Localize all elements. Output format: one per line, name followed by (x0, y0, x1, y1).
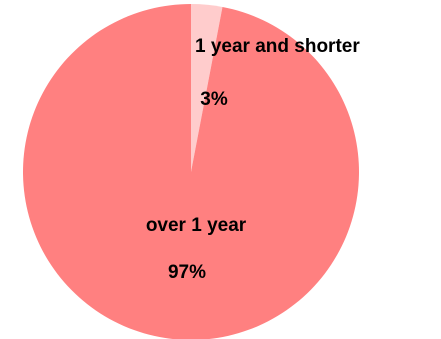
pie-slice-short-term (191, 4, 223, 172)
pie-slice-long-term (23, 4, 359, 339)
slice-label-long-term: over 1 year (146, 215, 247, 236)
slice-value-long-term: 97% (168, 262, 206, 283)
pie-labels: 1 year and shorter 3% over 1 year 97% (146, 36, 361, 283)
slice-value-short-term: 3% (200, 89, 228, 110)
pie-slices (23, 4, 359, 339)
slice-label-short-term: 1 year and shorter (195, 36, 360, 57)
